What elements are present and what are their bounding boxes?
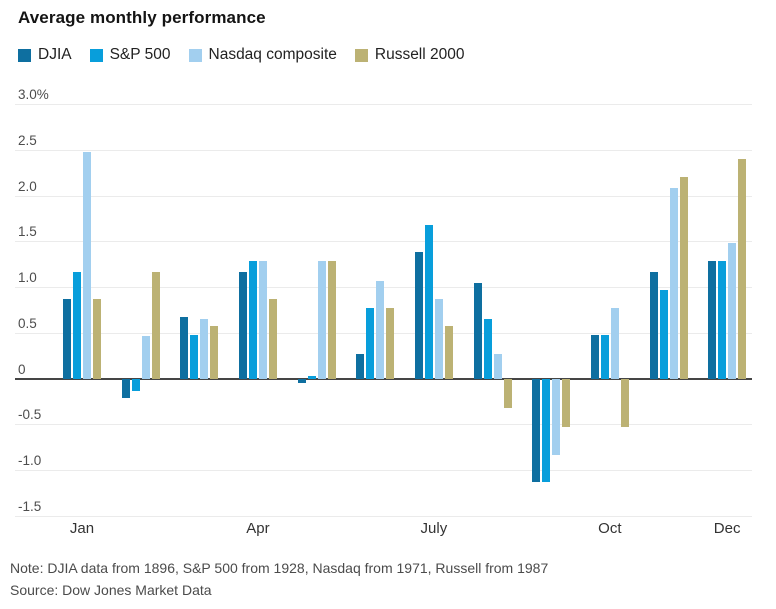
bar-nasdaqcomposite-jan [83,151,91,379]
bar-djia-dec [708,261,717,379]
bar-djia-aug [473,282,482,379]
legend-swatch-nasdaq [188,48,202,62]
legend-swatch-sp500 [89,48,103,62]
source-text: Source: Dow Jones Market Data [10,582,212,598]
y-axis-tick-label: -1.5 [18,499,42,514]
bar-russell2000-dec [738,158,747,379]
bar-djia-may [297,378,306,384]
legend-label-djia: DJIA [38,46,72,63]
bar-russell2000-oct [620,378,629,428]
chart-title: Average monthly performance [18,8,266,27]
legend-item-djia: DJIA [18,46,72,64]
gridline [15,104,752,105]
bar-russell2000-jul [444,326,453,379]
bar-djia-sep [532,378,541,483]
legend-item-sp500: S&P 500 [89,46,171,64]
bar-sp500-oct [600,334,609,379]
y-axis-tick-label: 3.0% [18,87,49,102]
bar-djia-apr [238,271,247,379]
bar-russell2000-aug [503,378,512,408]
bar-russell2000-sep [562,378,571,428]
bar-nasdaqcomposite-feb [141,335,150,379]
x-axis-tick-label: Jan [69,520,95,537]
bar-nasdaqcomposite-dec [728,243,737,379]
bar-sp500-aug [483,319,492,379]
y-axis-tick-label: -1.0 [18,453,42,469]
note-text: Note: DJIA data from 1896, S&P 500 from … [10,560,549,576]
legend-label-nasdaq: Nasdaq composite [208,46,337,63]
bar-sp500-dec [718,261,727,379]
bar-nasdaqcomposite-apr [258,261,267,379]
bar-djia-oct [590,334,599,379]
zero-axis-line [15,377,752,380]
bar-sp500-apr [248,261,257,379]
bar-russell2000-nov [679,177,688,379]
x-axis-tick-label: Dec [713,520,741,537]
bar-russell2000-may [327,261,336,379]
gridline [15,241,752,243]
y-axis-tick-label: 1.0 [18,270,37,286]
bar-russell2000-jan [93,299,101,379]
bar-nasdaqcomposite-mar [200,319,209,379]
bar-nasdaqcomposite-oct [610,308,619,379]
bar-sp500-feb [131,378,140,391]
gridline [15,516,752,517]
bar-sp500-jan [73,271,81,379]
plot-area: 3.0% 2.5 2.0 1.5 1.0 0.5 0 -0.5 -1.0 -1.5 Jan Apr Ju… [15,87,752,537]
y-axis-tick-label: -0.5 [18,407,42,423]
legend-swatch-russell [354,48,368,62]
y-axis-tick-label: 0.5 [18,315,37,331]
gridline [15,149,752,151]
bar-russell2000-feb [151,271,160,379]
bar-djia-feb [121,378,130,398]
bar-russell2000-mar [210,326,219,379]
legend-item-russell: Russell 2000 [354,46,465,64]
y-axis-tick-label: 1.5 [18,224,37,240]
bar-sp500-jul [424,224,433,379]
bar-djia-nov [649,271,658,379]
bar-sp500-may [307,375,316,379]
x-axis-tick-label: Apr [246,520,270,537]
gridline [15,195,752,197]
bar-sp500-jun [366,308,375,379]
bar-nasdaqcomposite-jul [434,299,443,379]
legend: DJIA S&P 500 Nasdaq composite Russell 20… [18,46,464,64]
bar-sp500-sep [542,378,551,483]
bar-djia-jul [414,252,423,379]
y-axis-tick-label: 0 [18,361,26,377]
gridline [15,424,752,426]
bar-russell2000-jun [386,308,395,379]
bar-nasdaqcomposite-nov [669,188,678,379]
y-axis-tick-label: 2.5 [18,132,37,148]
bar-nasdaqcomposite-sep [552,378,561,455]
legend-label-russell: Russell 2000 [374,46,465,63]
legend-label-sp500: S&P 500 [109,46,171,63]
y-axis-tick-label: 2.0 [18,178,37,194]
bar-sp500-nov [659,289,668,379]
gridline [15,470,752,472]
bar-djia-jan [63,299,71,379]
bar-russell2000-apr [268,299,277,379]
bar-nasdaqcomposite-aug [493,353,502,379]
legend-swatch-djia [18,48,31,62]
x-axis-tick-label: July [420,520,448,537]
bar-nasdaqcomposite-may [317,261,326,379]
bar-djia-jun [356,353,365,379]
bar-djia-mar [180,317,189,379]
x-axis-tick-label: Oct [598,520,622,537]
legend-item-nasdaq: Nasdaq composite [188,46,337,64]
bar-sp500-mar [190,334,199,379]
bar-nasdaqcomposite-jun [376,280,385,379]
